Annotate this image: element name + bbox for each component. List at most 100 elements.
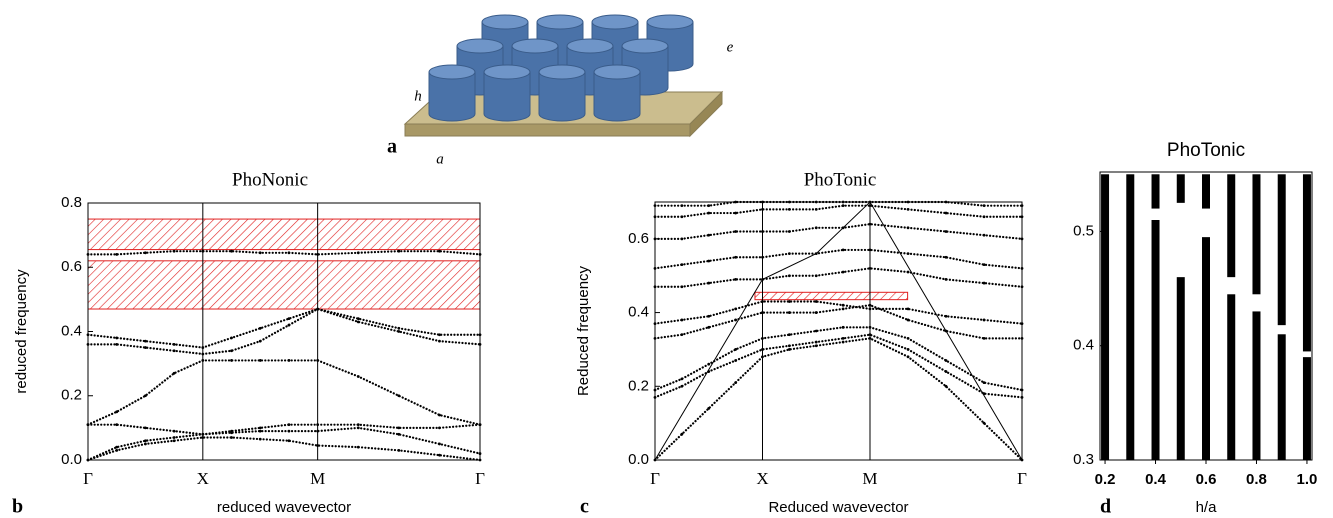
band-gap [755, 292, 908, 299]
band-point [734, 256, 737, 259]
band-point [259, 438, 262, 441]
band-bar-upper [1177, 174, 1185, 203]
band-point [734, 278, 737, 281]
band-point [230, 349, 233, 352]
y-tick-label: 0.6 [628, 230, 649, 247]
band-point [815, 208, 818, 211]
cylinder-top [512, 39, 558, 53]
band-point [144, 346, 147, 349]
band-point [397, 449, 400, 452]
band-point [259, 359, 262, 362]
band-point [788, 208, 791, 211]
band-point [230, 337, 233, 340]
band-point [983, 282, 986, 285]
band-point [173, 436, 176, 439]
band-point [983, 337, 986, 340]
x-tick-label: 0.2 [1095, 471, 1116, 488]
band-point [438, 333, 441, 336]
band-point [945, 212, 948, 215]
band-point [397, 433, 400, 436]
band-point [288, 251, 291, 254]
band-point [734, 348, 737, 351]
band-point [680, 215, 683, 218]
illustration [405, 15, 722, 136]
band-point [357, 446, 360, 449]
substrate-front [405, 124, 690, 136]
band-point [680, 433, 683, 436]
band-point [680, 378, 683, 381]
light-line [655, 202, 1022, 460]
cylinder-top [622, 39, 668, 53]
cylinder-top [539, 65, 585, 79]
band-point [945, 315, 948, 318]
height-label: h [414, 88, 422, 104]
band-point [842, 341, 845, 344]
x-tick-label: M [862, 469, 877, 488]
x-axis-label: h/a [1196, 499, 1218, 516]
band-curve [655, 305, 1022, 338]
cylinder-top [647, 15, 693, 29]
band-point [788, 230, 791, 233]
band-point [707, 234, 710, 237]
band-point [397, 394, 400, 397]
band-bar-lower [1202, 237, 1210, 460]
band-gap [88, 261, 480, 309]
band-bar [1126, 174, 1134, 460]
cylinder-top [592, 15, 638, 29]
band-point [734, 212, 737, 215]
band-bar-lower [1252, 311, 1260, 460]
band-bar-lower [1227, 294, 1235, 460]
band-bar-upper [1227, 174, 1235, 277]
cylinder-top [457, 39, 503, 53]
band-point [707, 282, 710, 285]
band-point [438, 340, 441, 343]
band-point [259, 426, 262, 429]
band-point [259, 430, 262, 433]
band-point [907, 355, 910, 358]
band-point [734, 230, 737, 233]
y-tick-label: 0.4 [628, 304, 649, 321]
band-point [815, 311, 818, 314]
band-point [230, 430, 233, 433]
band-point [397, 250, 400, 253]
band-bar-lower [1303, 357, 1311, 460]
x-tick-label: 0.6 [1196, 471, 1217, 488]
thickness-label: e [727, 39, 734, 55]
band-point [707, 204, 710, 207]
cylinder-top [429, 65, 475, 79]
band-point [397, 330, 400, 333]
band-point [815, 344, 818, 347]
band-point [115, 337, 118, 340]
band-bar [1101, 174, 1109, 460]
band-point [983, 381, 986, 384]
band-point [707, 212, 710, 215]
band-point [288, 324, 291, 327]
chart-title: PhoTonic [804, 169, 877, 190]
band-point [842, 307, 845, 310]
band-point [259, 340, 262, 343]
band-point [734, 319, 737, 322]
band-point [842, 337, 845, 340]
band-point [707, 407, 710, 410]
band-point [438, 426, 441, 429]
band-point [734, 307, 737, 310]
band-point [707, 315, 710, 318]
band-point [144, 340, 147, 343]
band-point [788, 300, 791, 303]
band-curve [88, 425, 480, 435]
band-point [397, 327, 400, 330]
band-point [144, 443, 147, 446]
band-point [115, 253, 118, 256]
band-point [680, 285, 683, 288]
band-point [707, 260, 710, 263]
band-point [438, 250, 441, 253]
band-point [945, 359, 948, 362]
band-point [357, 423, 360, 426]
band-curve [655, 224, 1022, 239]
x-tick-label: Γ [475, 469, 485, 488]
band-curve [655, 302, 1022, 324]
band-point [815, 274, 818, 277]
panel-label: d [1100, 496, 1111, 518]
band-point [907, 307, 910, 310]
plot-frame [655, 202, 1022, 460]
